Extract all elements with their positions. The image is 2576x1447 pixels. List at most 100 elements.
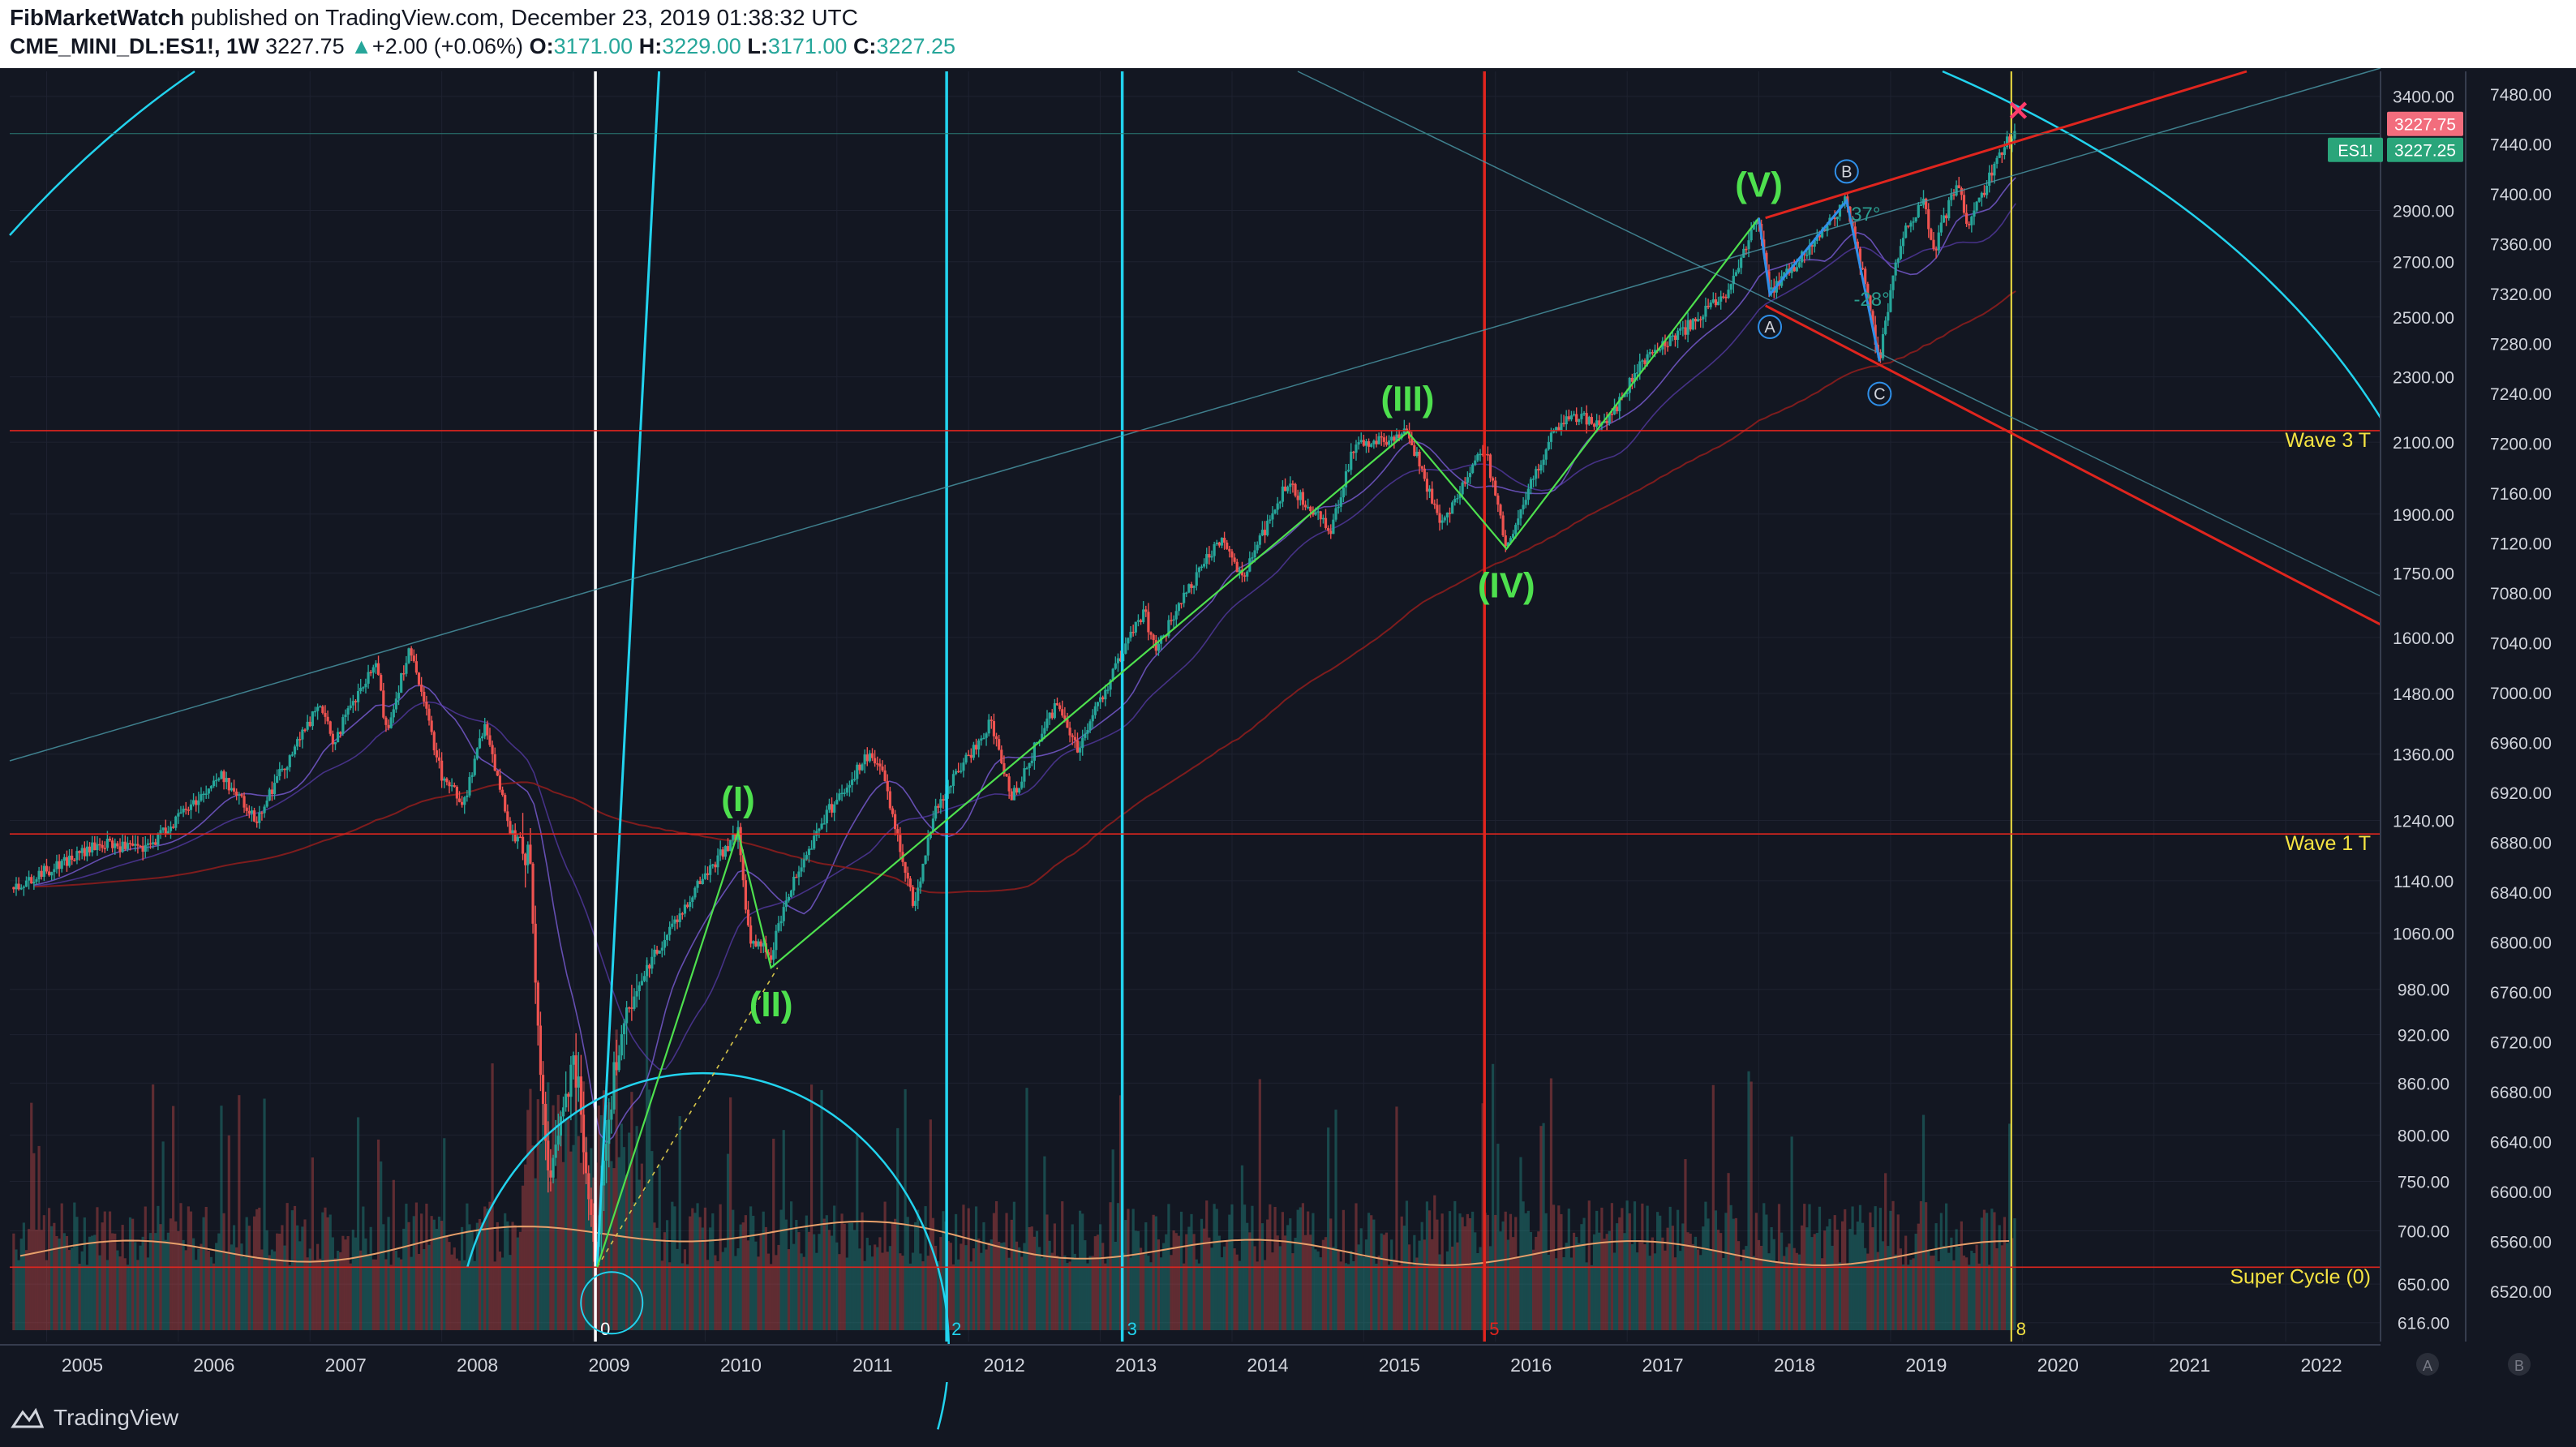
x-tick-label: 2019 <box>1905 1355 1947 1376</box>
candle-body <box>957 771 960 773</box>
candle-body <box>1316 511 1320 513</box>
candle-body <box>1853 226 1857 242</box>
candle-body <box>448 782 451 787</box>
scale-toggle-button[interactable] <box>2508 1353 2531 1376</box>
candle-body <box>874 758 877 764</box>
volume-bar <box>382 1224 385 1330</box>
candle-body <box>1203 564 1206 567</box>
candle-body <box>1901 238 1905 247</box>
y-tick-left: 650.00 <box>2398 1276 2449 1295</box>
volume-bar <box>478 1218 482 1330</box>
candle-body <box>1101 697 1105 700</box>
volume-bar <box>326 1217 329 1330</box>
candle-body <box>389 717 393 728</box>
candle-body <box>50 872 54 876</box>
volume-bar <box>853 1230 857 1330</box>
candle-body <box>1066 719 1069 728</box>
volume-bar <box>1428 1210 1432 1330</box>
volume-bar <box>1549 1078 1553 1330</box>
candle-body <box>1740 257 1743 268</box>
volume-bar <box>736 1247 740 1330</box>
volume-bar <box>1463 1226 1466 1330</box>
candle-body <box>1934 248 1938 251</box>
volume-bar <box>498 1252 502 1330</box>
candle-body <box>1007 776 1011 792</box>
candle-body <box>716 855 719 868</box>
candle-body <box>1517 518 1520 526</box>
candle-body <box>602 1161 606 1186</box>
volume-bar <box>1942 1246 1946 1330</box>
candle-body <box>354 701 358 702</box>
symbol-name[interactable]: CME_MINI_DL:ES1!, 1W <box>10 34 260 58</box>
candle-body <box>1864 268 1867 285</box>
candle-body <box>200 794 203 801</box>
volume-bar <box>376 1139 380 1330</box>
cycle-label-2: 2 <box>951 1319 961 1339</box>
volume-bar <box>83 1217 86 1330</box>
candle-body <box>711 864 715 866</box>
candle-body <box>1709 302 1712 307</box>
volume-bar <box>802 1256 805 1330</box>
candle-body <box>1005 774 1008 777</box>
volume-bar <box>308 1248 311 1330</box>
volume-bar <box>1881 1241 1885 1330</box>
price-change: +2.00 (+0.06%) <box>371 34 524 58</box>
volume-bar <box>960 1243 963 1330</box>
candle-body <box>1436 505 1439 513</box>
volume-bar <box>947 1241 950 1330</box>
candle-body <box>1481 453 1484 456</box>
candle-body <box>486 724 489 736</box>
candle-body <box>809 848 814 850</box>
volume-bar <box>240 1243 243 1330</box>
candle-body <box>990 719 993 722</box>
candle-body <box>929 831 932 839</box>
volume-bar <box>1874 1206 1877 1330</box>
volume-bar <box>838 1254 841 1330</box>
volume-bar <box>283 1245 286 1330</box>
candle-body <box>1686 320 1689 335</box>
scale-toggle-label: B <box>2514 1358 2524 1374</box>
candle-body <box>917 887 920 901</box>
scale-toggle-button[interactable] <box>2416 1353 2439 1376</box>
volume-bar <box>1053 1223 1056 1330</box>
volume-bar <box>1127 1209 1130 1330</box>
y-tick-right: 7200.00 <box>2490 436 2552 454</box>
candle-body <box>650 956 654 969</box>
tradingview-logo[interactable]: TradingView <box>10 1400 178 1436</box>
candle-body <box>1982 192 1986 195</box>
volume-bar <box>339 1252 342 1330</box>
tradingview-logo-icon <box>11 1407 45 1428</box>
candle-body <box>1425 479 1429 492</box>
candle-body <box>470 775 474 777</box>
volume-bar <box>177 1230 180 1330</box>
candle-body <box>1643 360 1646 364</box>
candle-body <box>1187 584 1191 593</box>
candle-body <box>1269 519 1272 521</box>
author-name[interactable]: FibMarketWatch <box>10 5 185 30</box>
candle-body <box>974 745 978 750</box>
candle-body <box>1190 584 1193 588</box>
y-tick-right: 6960.00 <box>2490 735 2552 754</box>
volume-bar <box>1084 1240 1087 1330</box>
volume-bar <box>845 1257 848 1330</box>
volume-bar <box>1833 1215 1836 1330</box>
candle-body <box>1334 508 1337 520</box>
candle-body <box>1440 520 1444 523</box>
candle-body <box>1985 186 1989 195</box>
candle-body <box>152 842 155 844</box>
candle-body <box>1912 221 1915 223</box>
volume-bar <box>1104 1263 1107 1330</box>
volume-bar <box>1195 1259 1198 1330</box>
volume-bar <box>914 1222 917 1330</box>
volume-bar <box>896 1127 899 1330</box>
fib-arc-left <box>9 70 195 236</box>
volume-bar <box>202 1217 205 1330</box>
candle-body <box>1235 561 1239 573</box>
candle-body <box>245 807 248 811</box>
volume-bar <box>1919 1200 1922 1330</box>
volume-bar <box>230 1244 234 1330</box>
volume-bar <box>371 1259 375 1330</box>
candle-body <box>344 714 347 718</box>
